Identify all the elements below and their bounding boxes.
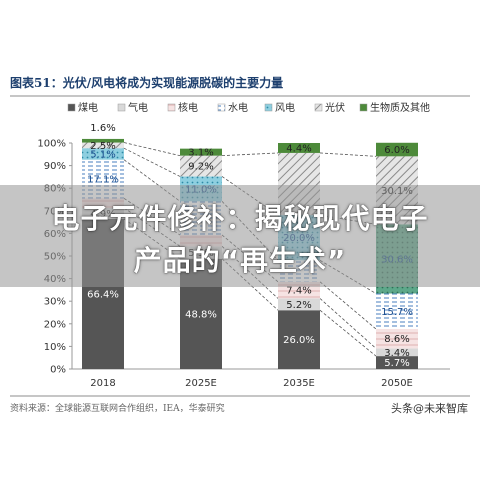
connector-line: [319, 152, 377, 157]
bar-segment: [376, 142, 418, 157]
connector-line: [123, 159, 181, 202]
bar-segment: [278, 143, 320, 153]
y-tick-label: 10%: [44, 342, 66, 353]
y-tick-label: 90%: [44, 161, 66, 172]
legend-swatch: [167, 103, 176, 112]
bar-segment: [82, 148, 124, 160]
legend-label: 气电: [128, 101, 148, 114]
connector-line: [221, 152, 279, 157]
legend-swatch: [217, 103, 226, 112]
legend-swatch: [359, 103, 368, 112]
bar-segment: [82, 142, 124, 149]
connector-line: [319, 298, 377, 349]
connector-line: [123, 147, 181, 177]
data-label: 1.6%: [90, 123, 115, 134]
data-label: 7.4%: [286, 286, 311, 297]
data-label: 26.0%: [283, 335, 315, 346]
x-tick-label: 2025E: [185, 378, 217, 389]
data-label: 5.7%: [384, 358, 409, 369]
legend-label: 煤电: [78, 101, 98, 114]
data-label: 5.1%: [90, 149, 115, 160]
bar-segment: [376, 293, 418, 329]
legend-label: 生物质及其他: [370, 101, 430, 114]
legend-label: 光伏: [325, 101, 345, 114]
source-note: 资料来源：全球能源互联网合作组织，IEA，华泰研究: [10, 402, 225, 414]
data-label: 3.4%: [384, 348, 409, 359]
chart-title: 图表51：光伏/风电将成为实现能源脱碳的主要力量: [10, 75, 283, 90]
data-label: 6.0%: [384, 145, 409, 156]
legend-label: 水电: [228, 101, 248, 114]
data-label: 17.1%: [87, 175, 119, 186]
legend-swatch: [67, 103, 76, 112]
data-label: 66.4%: [87, 289, 119, 300]
data-label: 3.1%: [188, 148, 213, 159]
overlay-line-1: 电子元件修补：揭秘现代电子: [51, 202, 429, 235]
legend-swatch: [117, 103, 126, 112]
watermark: 头条@未来智库: [391, 402, 468, 415]
data-label: 5.2%: [286, 300, 311, 311]
y-tick-label: 30%: [44, 297, 66, 308]
bar-segment: [278, 298, 320, 311]
bar-segment: [82, 138, 124, 143]
data-label: 2.5%: [90, 141, 115, 152]
legend-label: 风电: [275, 101, 295, 114]
connector-line: [123, 142, 181, 157]
bar-segment: [376, 328, 418, 349]
legend-label: 核电: [178, 101, 198, 114]
x-tick-label: 2035E: [283, 378, 315, 389]
data-label: 15.7%: [381, 307, 413, 318]
x-tick-label: 2018: [90, 378, 115, 389]
bar-segment: [376, 348, 418, 357]
x-axis: 2018 2025E 2035E 2050E: [90, 378, 413, 389]
connector-line: [319, 309, 377, 357]
data-label: 9.2%: [188, 162, 213, 173]
y-tick-label: 100%: [37, 139, 66, 150]
data-label: 8.6%: [384, 334, 409, 345]
x-tick-label: 2050E: [381, 378, 413, 389]
connector-line: [319, 281, 377, 330]
y-tick-label: 0%: [50, 365, 66, 376]
bar-segment: [376, 356, 418, 369]
legend-swatch: [264, 103, 273, 112]
data-label: 48.8%: [185, 309, 217, 320]
data-label: 4.4%: [286, 143, 311, 154]
legend-swatch: [314, 103, 323, 112]
bar-segment: [278, 310, 320, 369]
y-tick-label: 20%: [44, 319, 66, 330]
bar-segment: [180, 148, 222, 156]
bar-segment: [180, 155, 222, 177]
legend: 煤电 气电 核电 水电 风电 光伏 生物质及其他: [67, 101, 430, 114]
overlay-line-2: 产品的“再生术”: [133, 244, 347, 277]
overlay-banner: 电子元件修补：揭秘现代电子 产品的“再生术”: [0, 185, 480, 287]
